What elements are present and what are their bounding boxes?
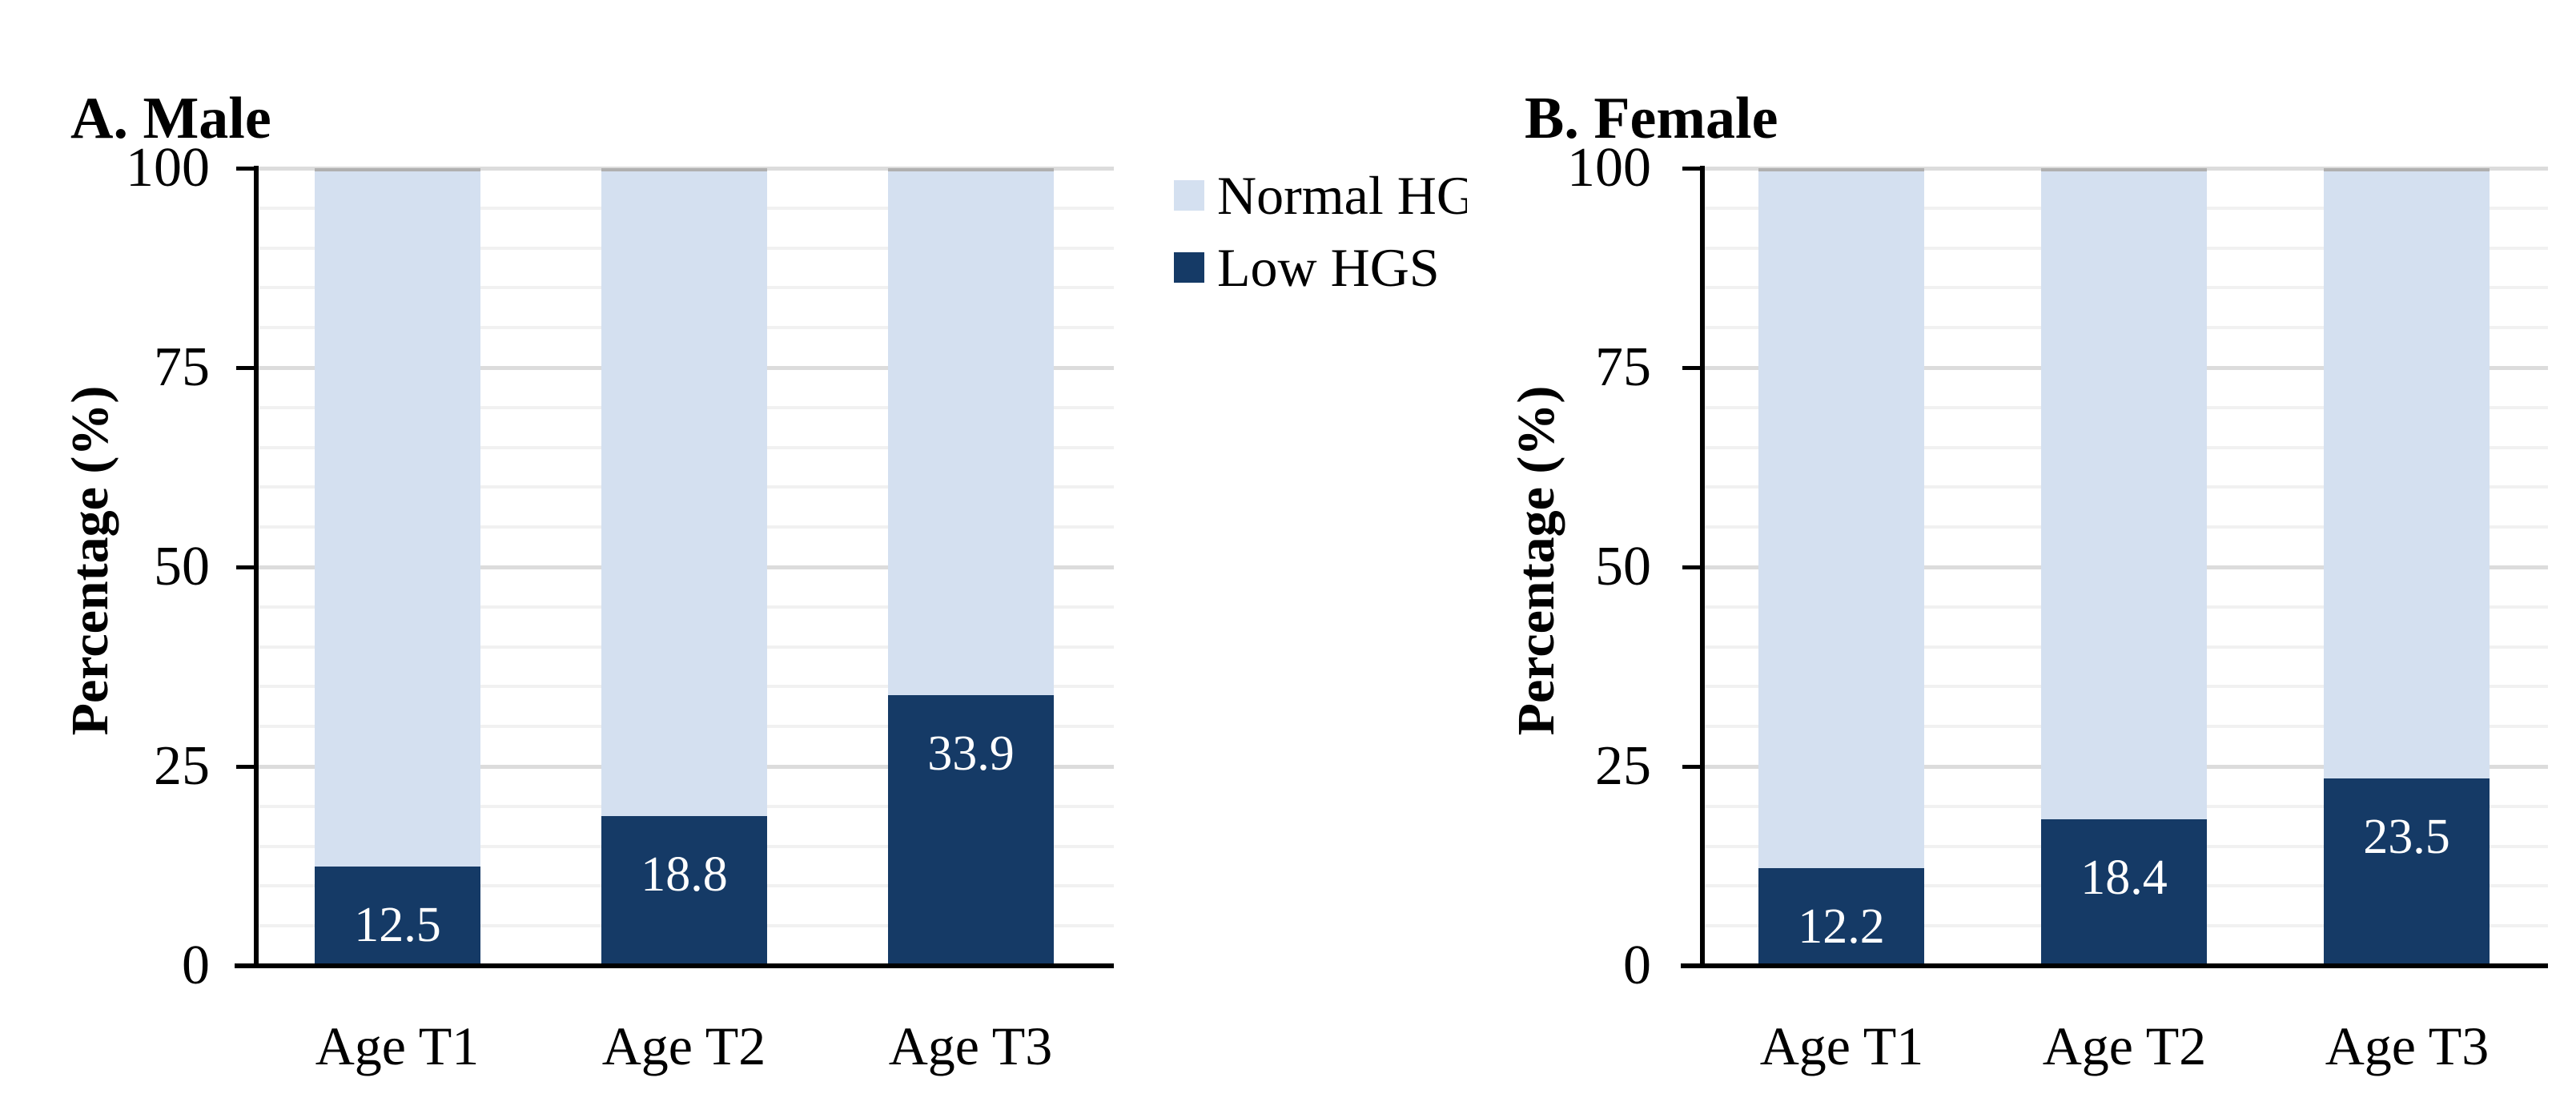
x-category-label: Age T3	[888, 1015, 1053, 1076]
low-hgs-swatch-icon	[1174, 252, 1204, 283]
bar-segment-normal-hgs	[2324, 168, 2490, 778]
normal-hgs-swatch-icon	[1174, 180, 1204, 211]
bar-segment-low-hgs	[2041, 819, 2207, 966]
y-tick-label: 100	[1567, 137, 1651, 199]
panel-male-title: A. Male	[70, 86, 271, 152]
panel-male: A. Male Percentage (%) 0 25 50 75 100 12.5 Age…	[61, 86, 1114, 1076]
y-axis-line	[1700, 166, 1705, 968]
bar-segment-normal-hgs	[888, 168, 1054, 695]
bar-value-label: 12.5	[354, 898, 441, 952]
y-tick-label: 0	[1623, 935, 1651, 996]
bar-value-label: 18.8	[641, 847, 728, 902]
y-tick-label: 50	[154, 536, 210, 597]
y-tick-mark	[1682, 167, 1703, 171]
x-axis-line	[1681, 963, 2548, 968]
y-tick-label: 75	[1595, 336, 1651, 398]
legend-item-label: Low HGS	[1217, 240, 1440, 295]
bar-segment-normal-hgs	[315, 168, 480, 867]
bar-segment-normal-hgs	[601, 168, 767, 816]
y-tick-mark	[1682, 765, 1703, 769]
y-tick-mark	[1682, 565, 1703, 569]
legend-item-label: Normal HGS	[1217, 168, 1467, 223]
bar-segment-low-hgs	[315, 867, 480, 967]
bar-segment-low-hgs	[888, 695, 1054, 966]
x-category-label: Age T3	[2325, 1015, 2490, 1076]
y-tick-mark	[1682, 366, 1703, 370]
panel-female-title: B. Female	[1525, 86, 1778, 152]
y-tick-mark	[236, 366, 257, 370]
legend: Normal HGS Low HGS	[1174, 163, 1590, 308]
bar-segment-low-hgs	[2324, 778, 2490, 966]
x-category-label: Age T2	[2042, 1015, 2207, 1076]
legend-item-low-hgs: Low HGS	[1174, 235, 1440, 300]
y-tick-mark	[236, 565, 257, 569]
bar-value-label: 12.2	[1798, 899, 1885, 954]
y-tick-mark	[236, 167, 257, 171]
x-category-label: Age T1	[315, 1015, 480, 1076]
y-tick-label: 25	[154, 735, 210, 797]
bar-segment-normal-hgs	[2041, 168, 2207, 819]
y-axis-line	[254, 166, 259, 968]
panel-female: B. Female Percentage (%) 0 25 50 75 100 12.2 A…	[1289, 0, 2576, 1114]
bar-value-label: 18.4	[2080, 851, 2168, 905]
y-tick-label: 100	[126, 137, 210, 199]
bar-segment-normal-hgs	[1758, 168, 1924, 868]
bar-segment-low-hgs	[1758, 868, 1924, 966]
y-tick-label: 50	[1595, 536, 1651, 597]
bar-value-label: 33.9	[927, 726, 1015, 781]
x-category-label: Age T1	[1759, 1015, 1924, 1076]
y-tick-label: 25	[1595, 735, 1651, 797]
x-axis-line	[235, 963, 1114, 968]
x-category-label: Age T2	[601, 1015, 766, 1076]
legend-item-normal-hgs: Normal HGS	[1174, 163, 1467, 227]
bar-segment-low-hgs	[601, 816, 767, 966]
panel-male-plot-area: 0 25 50 75 100 12.5 Age T1 18.8 Age T2 33.9 Age T3	[126, 137, 1114, 1076]
y-tick-label: 75	[154, 336, 210, 398]
y-tick-mark	[236, 765, 257, 769]
bar-value-label: 23.5	[2363, 810, 2450, 864]
y-tick-label: 0	[182, 935, 210, 996]
